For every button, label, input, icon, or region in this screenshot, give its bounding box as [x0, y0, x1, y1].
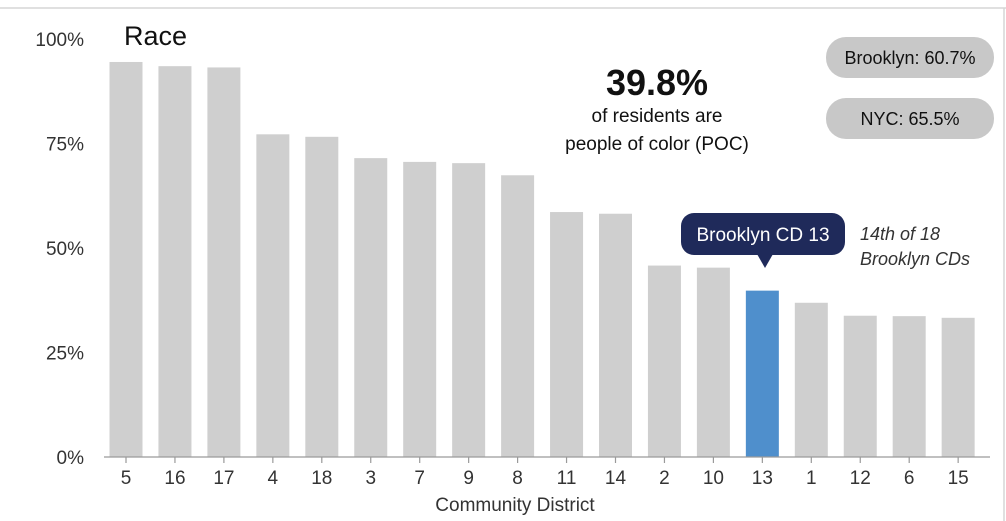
callout-label: Brooklyn CD 13	[696, 225, 829, 246]
bar	[892, 316, 926, 457]
x-tick-label: 10	[703, 468, 724, 489]
rank-line1: 14th of 18	[860, 224, 940, 244]
bar	[550, 212, 584, 457]
bar	[501, 175, 535, 457]
rank-line2: Brooklyn CDs	[860, 249, 970, 269]
bar	[109, 61, 143, 458]
x-axis-ticks: 5 16 17 4 18 3 7 9 8 11 14 2 10 13 1 12 6 15	[121, 457, 969, 489]
x-axis-label: Community District	[435, 495, 595, 516]
x-tick-label: 1	[806, 468, 817, 489]
bar	[647, 265, 681, 457]
y-axis-ticks: 0% 25% 50% 75% 100%	[35, 30, 84, 469]
bar	[696, 267, 730, 457]
callout-box	[681, 213, 845, 255]
x-tick-label: 17	[213, 468, 234, 489]
x-tick-label: 7	[414, 468, 425, 489]
bar-highlighted	[745, 290, 779, 457]
bar	[256, 134, 290, 457]
x-tick-label: 18	[311, 468, 332, 489]
bar	[843, 315, 877, 457]
bar	[354, 158, 388, 457]
x-tick-label: 8	[512, 468, 523, 489]
callout-pointer	[757, 254, 773, 268]
x-tick-label: 15	[948, 468, 969, 489]
bar	[403, 161, 437, 457]
bar	[794, 302, 828, 457]
stat-line2: people of color (POC)	[565, 134, 749, 155]
brooklyn-pill	[826, 37, 994, 78]
x-tick-label: 9	[463, 468, 474, 489]
x-tick-label: 14	[605, 468, 627, 489]
bars-group	[109, 61, 975, 458]
x-tick-label: 6	[904, 468, 915, 489]
x-tick-label: 4	[268, 468, 279, 489]
y-tick-label: 100%	[35, 30, 84, 51]
x-tick-label: 12	[850, 468, 871, 489]
bar	[599, 213, 632, 457]
chart-title: Race	[124, 21, 187, 51]
bar	[452, 163, 486, 457]
stat-value: 39.8%	[606, 62, 708, 103]
y-tick-label: 75%	[46, 135, 84, 156]
nyc-pill-label: NYC: 65.5%	[860, 109, 959, 129]
bar	[941, 317, 975, 457]
y-tick-label: 0%	[57, 448, 85, 469]
x-tick-label: 13	[752, 468, 773, 489]
bar	[305, 136, 339, 457]
nyc-pill	[826, 98, 994, 139]
y-tick-label: 50%	[46, 239, 84, 260]
bar	[207, 67, 241, 457]
bar	[158, 66, 192, 458]
x-tick-label: 2	[659, 468, 670, 489]
x-tick-label: 3	[365, 468, 376, 489]
brooklyn-pill-label: Brooklyn: 60.7%	[844, 48, 975, 68]
x-tick-label: 5	[121, 468, 132, 489]
y-tick-label: 25%	[46, 344, 84, 365]
x-tick-label: 11	[557, 468, 577, 489]
x-tick-label: 16	[164, 468, 185, 489]
stat-line1: of residents are	[592, 106, 723, 127]
